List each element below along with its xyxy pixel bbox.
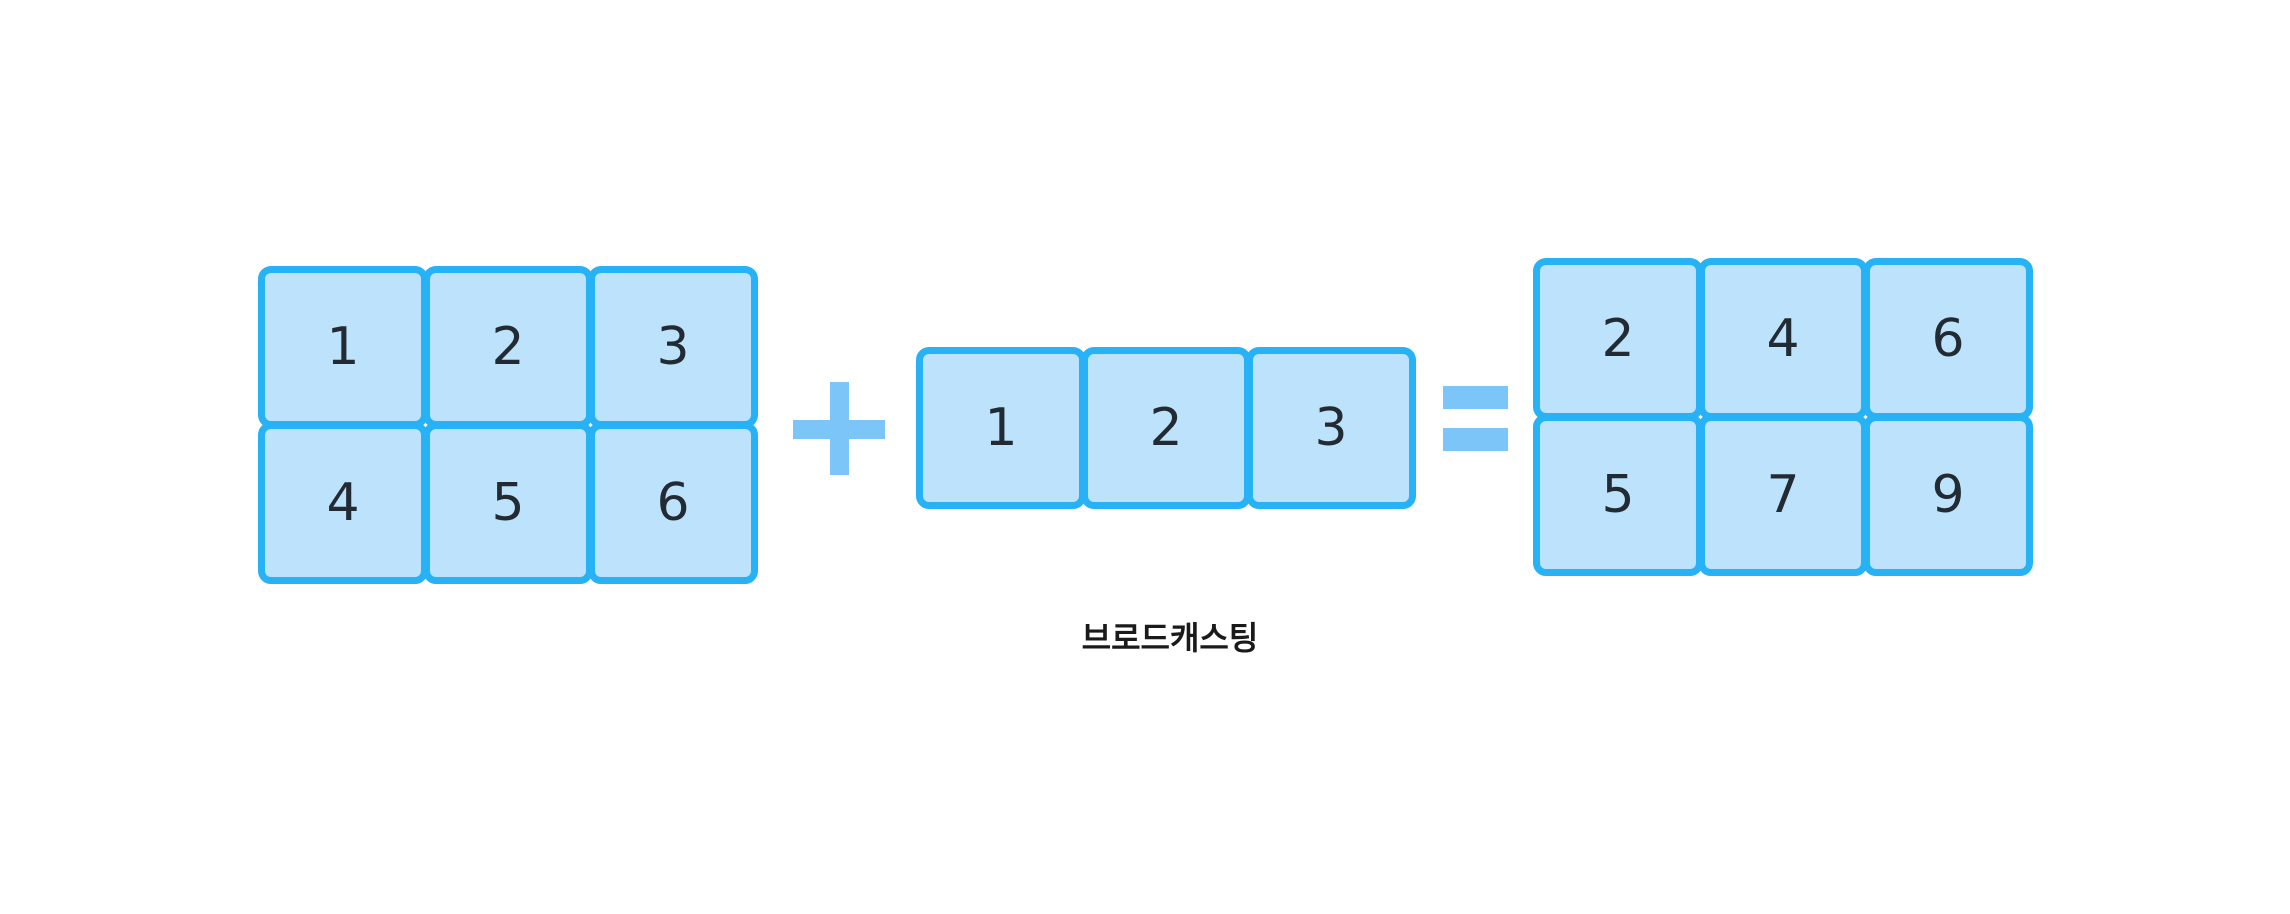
cell-value: 3	[1314, 398, 1348, 458]
cell-value: 2	[1601, 309, 1635, 369]
cell-value: 2	[491, 317, 525, 377]
plus-vertical-bar	[830, 382, 849, 475]
matrix-cell: 9	[1863, 414, 2033, 576]
cell-value: 2	[1149, 398, 1183, 458]
matrix-cell: 4	[258, 422, 428, 584]
equals-bottom-bar	[1443, 428, 1508, 451]
matrix-cell: 5	[1533, 414, 1703, 576]
cell-value: 3	[656, 317, 690, 377]
cell-value: 7	[1766, 465, 1800, 525]
matrix-cell: 1	[258, 266, 428, 428]
cell-value: 5	[1601, 465, 1635, 525]
matrix-cell: 5	[423, 422, 593, 584]
matrix-cell: 4	[1698, 258, 1868, 420]
cell-value: 6	[656, 473, 690, 533]
matrix-cell: 6	[1863, 258, 2033, 420]
matrix-cell: 7	[1698, 414, 1868, 576]
equals-top-bar	[1443, 386, 1508, 409]
matrix-cell: 2	[423, 266, 593, 428]
cell-value: 6	[1931, 309, 1965, 369]
cell-value: 1	[326, 317, 360, 377]
matrix-cell: 6	[588, 422, 758, 584]
matrix-cell: 2	[1533, 258, 1703, 420]
cell-value: 1	[984, 398, 1018, 458]
matrix-cell: 3	[588, 266, 758, 428]
cell-value: 4	[1766, 309, 1800, 369]
matrix-cell: 2	[1081, 347, 1251, 509]
cell-value: 9	[1931, 465, 1965, 525]
cell-value: 4	[326, 473, 360, 533]
matrix-cell: 1	[916, 347, 1086, 509]
diagram-caption: 브로드캐스팅	[1081, 619, 1259, 657]
matrix-cell: 3	[1246, 347, 1416, 509]
cell-value: 5	[491, 473, 525, 533]
